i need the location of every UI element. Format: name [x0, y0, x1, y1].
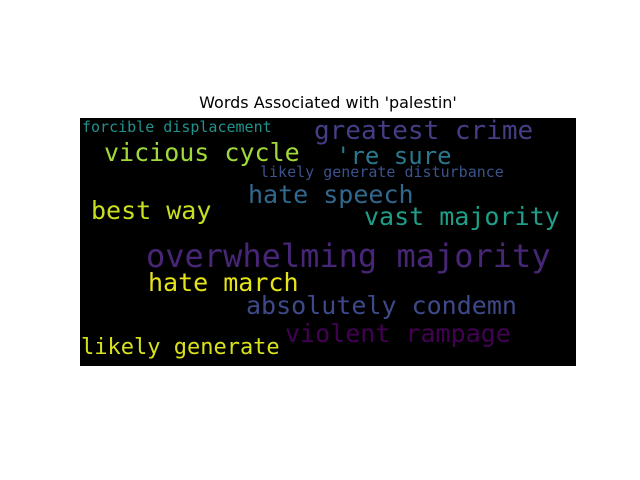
word-greatest-crime: greatest crime: [314, 118, 534, 146]
word-likely-generate: likely generate: [81, 335, 280, 360]
word-vicious-cycle: vicious cycle: [104, 138, 300, 167]
word-best-way: best way: [91, 196, 212, 225]
word-overwhelming-majority: overwhelming majority: [146, 237, 551, 275]
chart-title: Words Associated with 'palestin': [199, 93, 457, 112]
word-violent-rampage: violent rampage: [285, 319, 511, 348]
word-hate-march: hate march: [148, 268, 299, 297]
word-vast-majority: vast majority: [364, 202, 560, 231]
word-forcible-displacement: forcible displacement: [82, 118, 272, 136]
word-likely-generate-disturbance: likely generate disturbance: [260, 163, 504, 181]
word-re-sure: 're sure: [336, 142, 452, 170]
word-absolutely-condemn: absolutely condemn: [246, 291, 517, 320]
word-hate-speech: hate speech: [248, 180, 414, 209]
word-cloud: forcible displacement greatest crime vicio…: [80, 118, 576, 366]
